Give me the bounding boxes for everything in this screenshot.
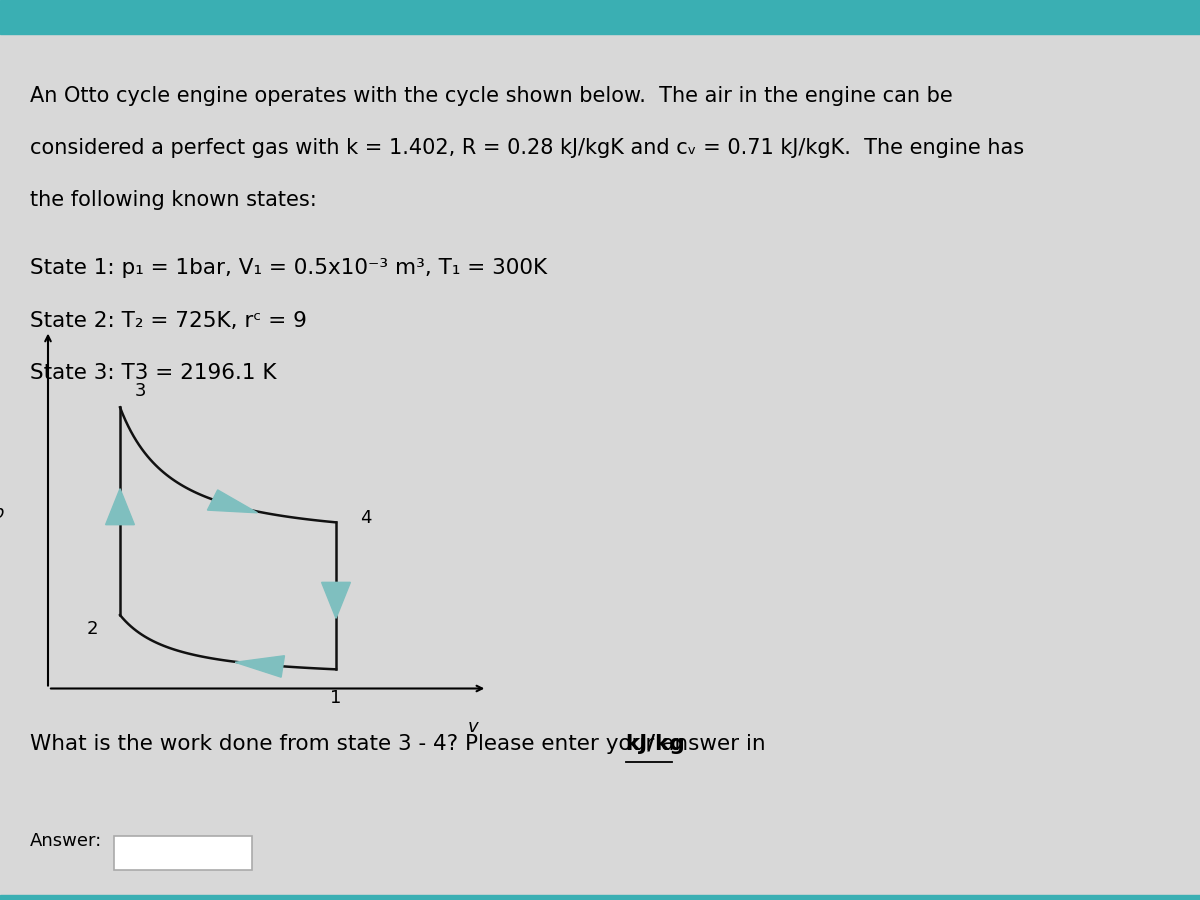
Text: An Otto cycle engine operates with the cycle shown below.  The air in the engine: An Otto cycle engine operates with the c…: [30, 86, 953, 105]
Bar: [0, 0, 1200, 34]
Bar: [0, 895, 1200, 900]
Text: 3: 3: [134, 382, 146, 400]
Text: State 1: p₁ = 1bar, V₁ = 0.5x10⁻³ m³, T₁ = 300K: State 1: p₁ = 1bar, V₁ = 0.5x10⁻³ m³, T₁…: [30, 258, 547, 278]
Text: v: v: [468, 718, 478, 736]
Text: 4: 4: [360, 508, 372, 526]
FancyBboxPatch shape: [114, 836, 252, 870]
Polygon shape: [322, 582, 350, 618]
Polygon shape: [235, 656, 284, 677]
Text: State 3: T3 = 2196.1 K: State 3: T3 = 2196.1 K: [30, 363, 276, 382]
Text: 1: 1: [330, 689, 342, 707]
Polygon shape: [106, 489, 134, 525]
Text: 2: 2: [86, 619, 98, 637]
Text: p: p: [0, 504, 4, 522]
Polygon shape: [208, 490, 258, 513]
Text: considered a perfect gas with k = 1.402, R = 0.28 kJ/kgK and cᵥ = 0.71 kJ/kgK.  : considered a perfect gas with k = 1.402,…: [30, 138, 1024, 157]
Text: kJ/kg: kJ/kg: [625, 734, 685, 753]
Text: Answer:: Answer:: [30, 832, 102, 850]
Text: What is the work done from state 3 - 4? Please enter your answer in: What is the work done from state 3 - 4? …: [30, 734, 773, 753]
Text: State 2: T₂ = 725K, rᶜ = 9: State 2: T₂ = 725K, rᶜ = 9: [30, 310, 307, 330]
Text: the following known states:: the following known states:: [30, 190, 317, 210]
